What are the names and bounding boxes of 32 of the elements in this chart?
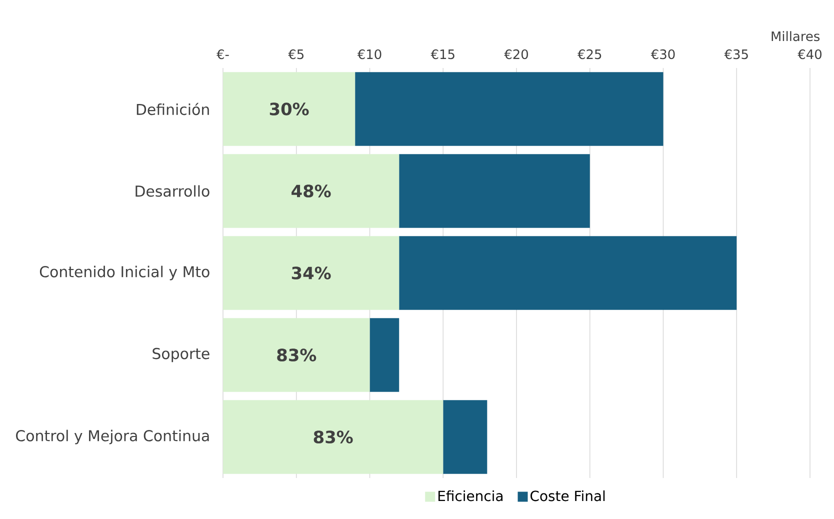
y-tick-label: Control y Mejora Continua xyxy=(16,430,209,444)
x-tick-label: €20 xyxy=(504,49,528,60)
bar xyxy=(443,400,488,474)
x-tick-label: €25 xyxy=(578,49,602,60)
bar xyxy=(355,72,664,146)
bar xyxy=(223,154,400,228)
y-tick-label: Contenido Inicial y Mto xyxy=(40,266,210,280)
x-tick-label: €10 xyxy=(357,49,382,60)
x-tick-label: €15 xyxy=(430,49,454,60)
x-tick-label: €- xyxy=(216,49,229,60)
annotation: 48% xyxy=(292,184,331,198)
bar xyxy=(223,400,444,474)
x-tick-label: €5 xyxy=(288,49,304,60)
y-tick-label: Soporte xyxy=(152,348,210,362)
annotation: 30% xyxy=(270,102,309,116)
bar xyxy=(370,318,400,392)
bar xyxy=(223,318,370,392)
legend-label: Eficiencia xyxy=(438,490,502,502)
x-tick-label: €40 xyxy=(798,49,822,60)
bar xyxy=(399,154,590,228)
bar xyxy=(223,72,356,146)
annotation: 83% xyxy=(314,430,353,444)
legend-label: Coste Final xyxy=(530,490,605,502)
y-tick-label: Definición xyxy=(136,102,209,116)
x-tick-label: €30 xyxy=(650,49,675,60)
annotation: 83% xyxy=(277,348,316,362)
bar xyxy=(399,236,737,310)
x-axis-title: Millares xyxy=(772,31,820,42)
bar xyxy=(223,236,400,310)
x-tick-label: €35 xyxy=(724,49,748,60)
y-tick-label: Desarrollo xyxy=(136,185,210,197)
annotation: 34% xyxy=(292,266,331,280)
